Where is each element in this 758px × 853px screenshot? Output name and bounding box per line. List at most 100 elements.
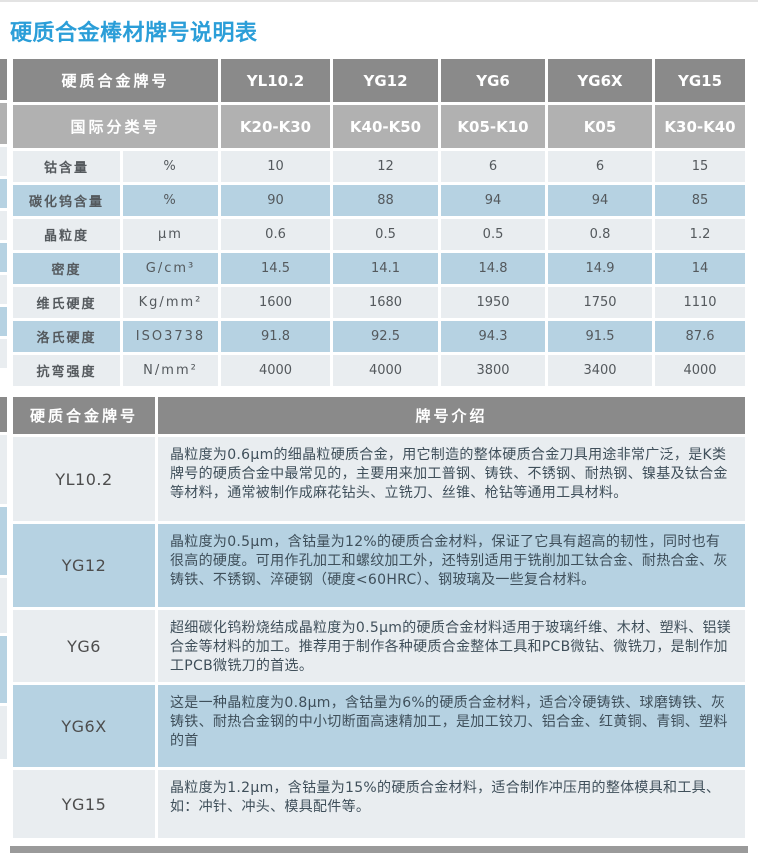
spec-row-grain-size: 晶粒度 μm 0.6 0.5 0.5 0.8 1.2 (13, 219, 746, 250)
grade-desc-cell: 晶粒度为0.6μm的细晶粒硬质合金，用它制造的整体硬质合金刀具用途非常广泛，是K… (158, 437, 745, 521)
spec-row-density: 密度 G/cm³ 14.5 14.1 14.8 14.9 14 (13, 253, 746, 284)
intl-code-cell: K20-K30 (221, 105, 331, 148)
spec-cell: 94.3 (441, 321, 546, 352)
spec-cell: 92.5 (333, 321, 439, 352)
edge-segment (0, 275, 7, 304)
description-section: 硬质合金牌号 牌号介绍 YL10.2 晶粒度为0.6μm的细晶粒硬质合金，用它制… (0, 394, 758, 841)
spec-cell: 12 (333, 151, 439, 182)
grade-desc-cell: 晶粒度为1.2μm，含钴量为15%的硬质合金材料，适合制作冲压用的整体模具和工具… (158, 770, 745, 838)
spec-cell: 0.6 (221, 219, 331, 250)
edge-segment (0, 59, 7, 100)
edge-segment (0, 706, 7, 759)
spec-cell: 4000 (333, 355, 439, 386)
spec-cell: 90 (221, 185, 331, 216)
spec-cell: 4000 (655, 355, 746, 386)
grade-desc-cell: 晶粒度为0.5μm，含钴量为12%的硬质合金材料，保证了它具有超高的韧性，同时也… (158, 524, 745, 607)
spec-cell: 15 (655, 151, 746, 182)
spec-row-label: 碳化钨含量 (13, 185, 120, 216)
edge-segment (0, 339, 7, 368)
desc-row-yg12: YG12 晶粒度为0.5μm，含钴量为12%的硬质合金材料，保证了它具有超高的韧… (13, 524, 745, 607)
desc-row-yg6: YG6 超细碳化钨粉烧结成晶粒度为0.5μm的硬质合金材料适用于玻璃纤维、木材、… (13, 610, 745, 682)
spec-row-unit: N/mm² (123, 355, 219, 386)
desc-header-row: 硬质合金牌号 牌号介绍 (13, 397, 745, 434)
grade-column-header: YL10.2 (221, 59, 331, 102)
spec-cell: 1950 (441, 287, 546, 318)
desc-row-yg6x: YG6X 这是一种晶粒度为0.8μm，含钴量为6%的硬质合金材料，适合冷硬铸铁、… (13, 685, 745, 767)
grade-name-cell: YG15 (13, 770, 155, 838)
spec-cell: 14.9 (548, 253, 653, 284)
spec-row-label: 抗弯强度 (13, 355, 120, 386)
spec-cell: 94 (548, 185, 653, 216)
spec-cell: 14.5 (221, 253, 331, 284)
grade-name-cell: YG6X (13, 685, 155, 767)
grade-name-cell: YL10.2 (13, 437, 155, 521)
desc-grade-col-header: 硬质合金牌号 (13, 397, 155, 434)
spec-cell: 1680 (333, 287, 439, 318)
intl-code-cell: K30-K40 (655, 105, 746, 148)
spec-intl-header-row: 国际分类号 K20-K30 K40-K50 K05-K10 K05 K30-K4… (13, 105, 746, 148)
spec-cell: 10 (221, 151, 331, 182)
spec-cell: 3400 (548, 355, 653, 386)
desc-row-yl102: YL10.2 晶粒度为0.6μm的细晶粒硬质合金，用它制造的整体硬质合金刀具用途… (13, 437, 745, 521)
spec-cell: 14.8 (441, 253, 546, 284)
spec-row-vickers: 维氏硬度 Kg/mm² 1600 1680 1950 1750 1110 (13, 287, 746, 318)
spec-cell: 94 (441, 185, 546, 216)
left-edge-artifact (0, 56, 7, 368)
grade-desc-cell: 超细碳化钨粉烧结成晶粒度为0.5μm的硬质合金材料适用于玻璃纤维、木材、塑料、铝… (158, 610, 745, 682)
spec-row-label: 维氏硬度 (13, 287, 120, 318)
spec-cell: 1.2 (655, 219, 746, 250)
spec-row-unit: % (123, 185, 219, 216)
spec-cell: 0.5 (441, 219, 546, 250)
spec-cell: 1110 (655, 287, 746, 318)
spec-cell: 4000 (221, 355, 331, 386)
edge-segment (0, 243, 7, 272)
top-divider (0, 0, 758, 2)
intl-code-cell: K40-K50 (333, 105, 439, 148)
spec-intl-header-label: 国际分类号 (13, 105, 219, 148)
spec-cell: 1600 (221, 287, 331, 318)
spec-row-label: 洛氏硬度 (13, 321, 120, 352)
edge-segment (0, 507, 7, 575)
desc-intro-col-header: 牌号介绍 (158, 397, 745, 434)
spec-grade-header-label: 硬质合金牌号 (13, 59, 219, 102)
spec-cell: 6 (548, 151, 653, 182)
spec-row-rockwell: 洛氏硬度 ISO3738 91.8 92.5 94.3 91.5 87.6 (13, 321, 746, 352)
spec-row-cobalt: 钴含量 % 10 12 6 6 15 (13, 151, 746, 182)
grade-name-cell: YG12 (13, 524, 155, 607)
left-edge-artifact (0, 394, 7, 759)
spec-cell: 88 (333, 185, 439, 216)
edge-segment (0, 147, 7, 176)
spec-cell: 87.6 (655, 321, 746, 352)
grade-column-header: YG6X (548, 59, 653, 102)
edge-segment (0, 103, 7, 144)
spec-row-unit: % (123, 151, 219, 182)
edge-segment (0, 435, 7, 504)
spec-cell: 3800 (441, 355, 546, 386)
spec-cell: 1750 (548, 287, 653, 318)
spec-row-label: 密度 (13, 253, 120, 284)
edge-segment (0, 179, 7, 208)
spec-row-label: 晶粒度 (13, 219, 120, 250)
grade-description-table: 硬质合金牌号 牌号介绍 YL10.2 晶粒度为0.6μm的细晶粒硬质合金，用它制… (10, 394, 748, 841)
page-title: 硬质合金棒材牌号说明表 (10, 21, 258, 46)
spec-row-label: 钴含量 (13, 151, 120, 182)
intl-code-cell: K05-K10 (441, 105, 546, 148)
grade-desc-cell: 这是一种晶粒度为0.8μm，含钴量为6%的硬质合金材料，适合冷硬铸铁、球磨铸铁、… (158, 685, 745, 767)
grade-column-header: YG6 (441, 59, 546, 102)
spec-row-unit: Kg/mm² (123, 287, 219, 318)
spec-cell: 91.5 (548, 321, 653, 352)
edge-segment (0, 578, 7, 633)
spec-table: 硬质合金牌号 YL10.2 YG12 YG6 YG6X YG15 国际分类号 K… (10, 56, 748, 389)
cropped-next-table-header (10, 846, 748, 853)
desc-row-yg15: YG15 晶粒度为1.2μm，含钴量为15%的硬质合金材料，适合制作冲压用的整体… (13, 770, 745, 838)
spec-cell: 6 (441, 151, 546, 182)
edge-segment (0, 636, 7, 703)
spec-cell: 85 (655, 185, 746, 216)
spec-row-wc-content: 碳化钨含量 % 90 88 94 94 85 (13, 185, 746, 216)
edge-segment (0, 211, 7, 240)
spec-row-unit: G/cm³ (123, 253, 219, 284)
spec-row-unit: ISO3738 (123, 321, 219, 352)
spec-row-bending-strength: 抗弯强度 N/mm² 4000 4000 3800 3400 4000 (13, 355, 746, 386)
spec-row-unit: μm (123, 219, 219, 250)
grade-column-header: YG12 (333, 59, 439, 102)
